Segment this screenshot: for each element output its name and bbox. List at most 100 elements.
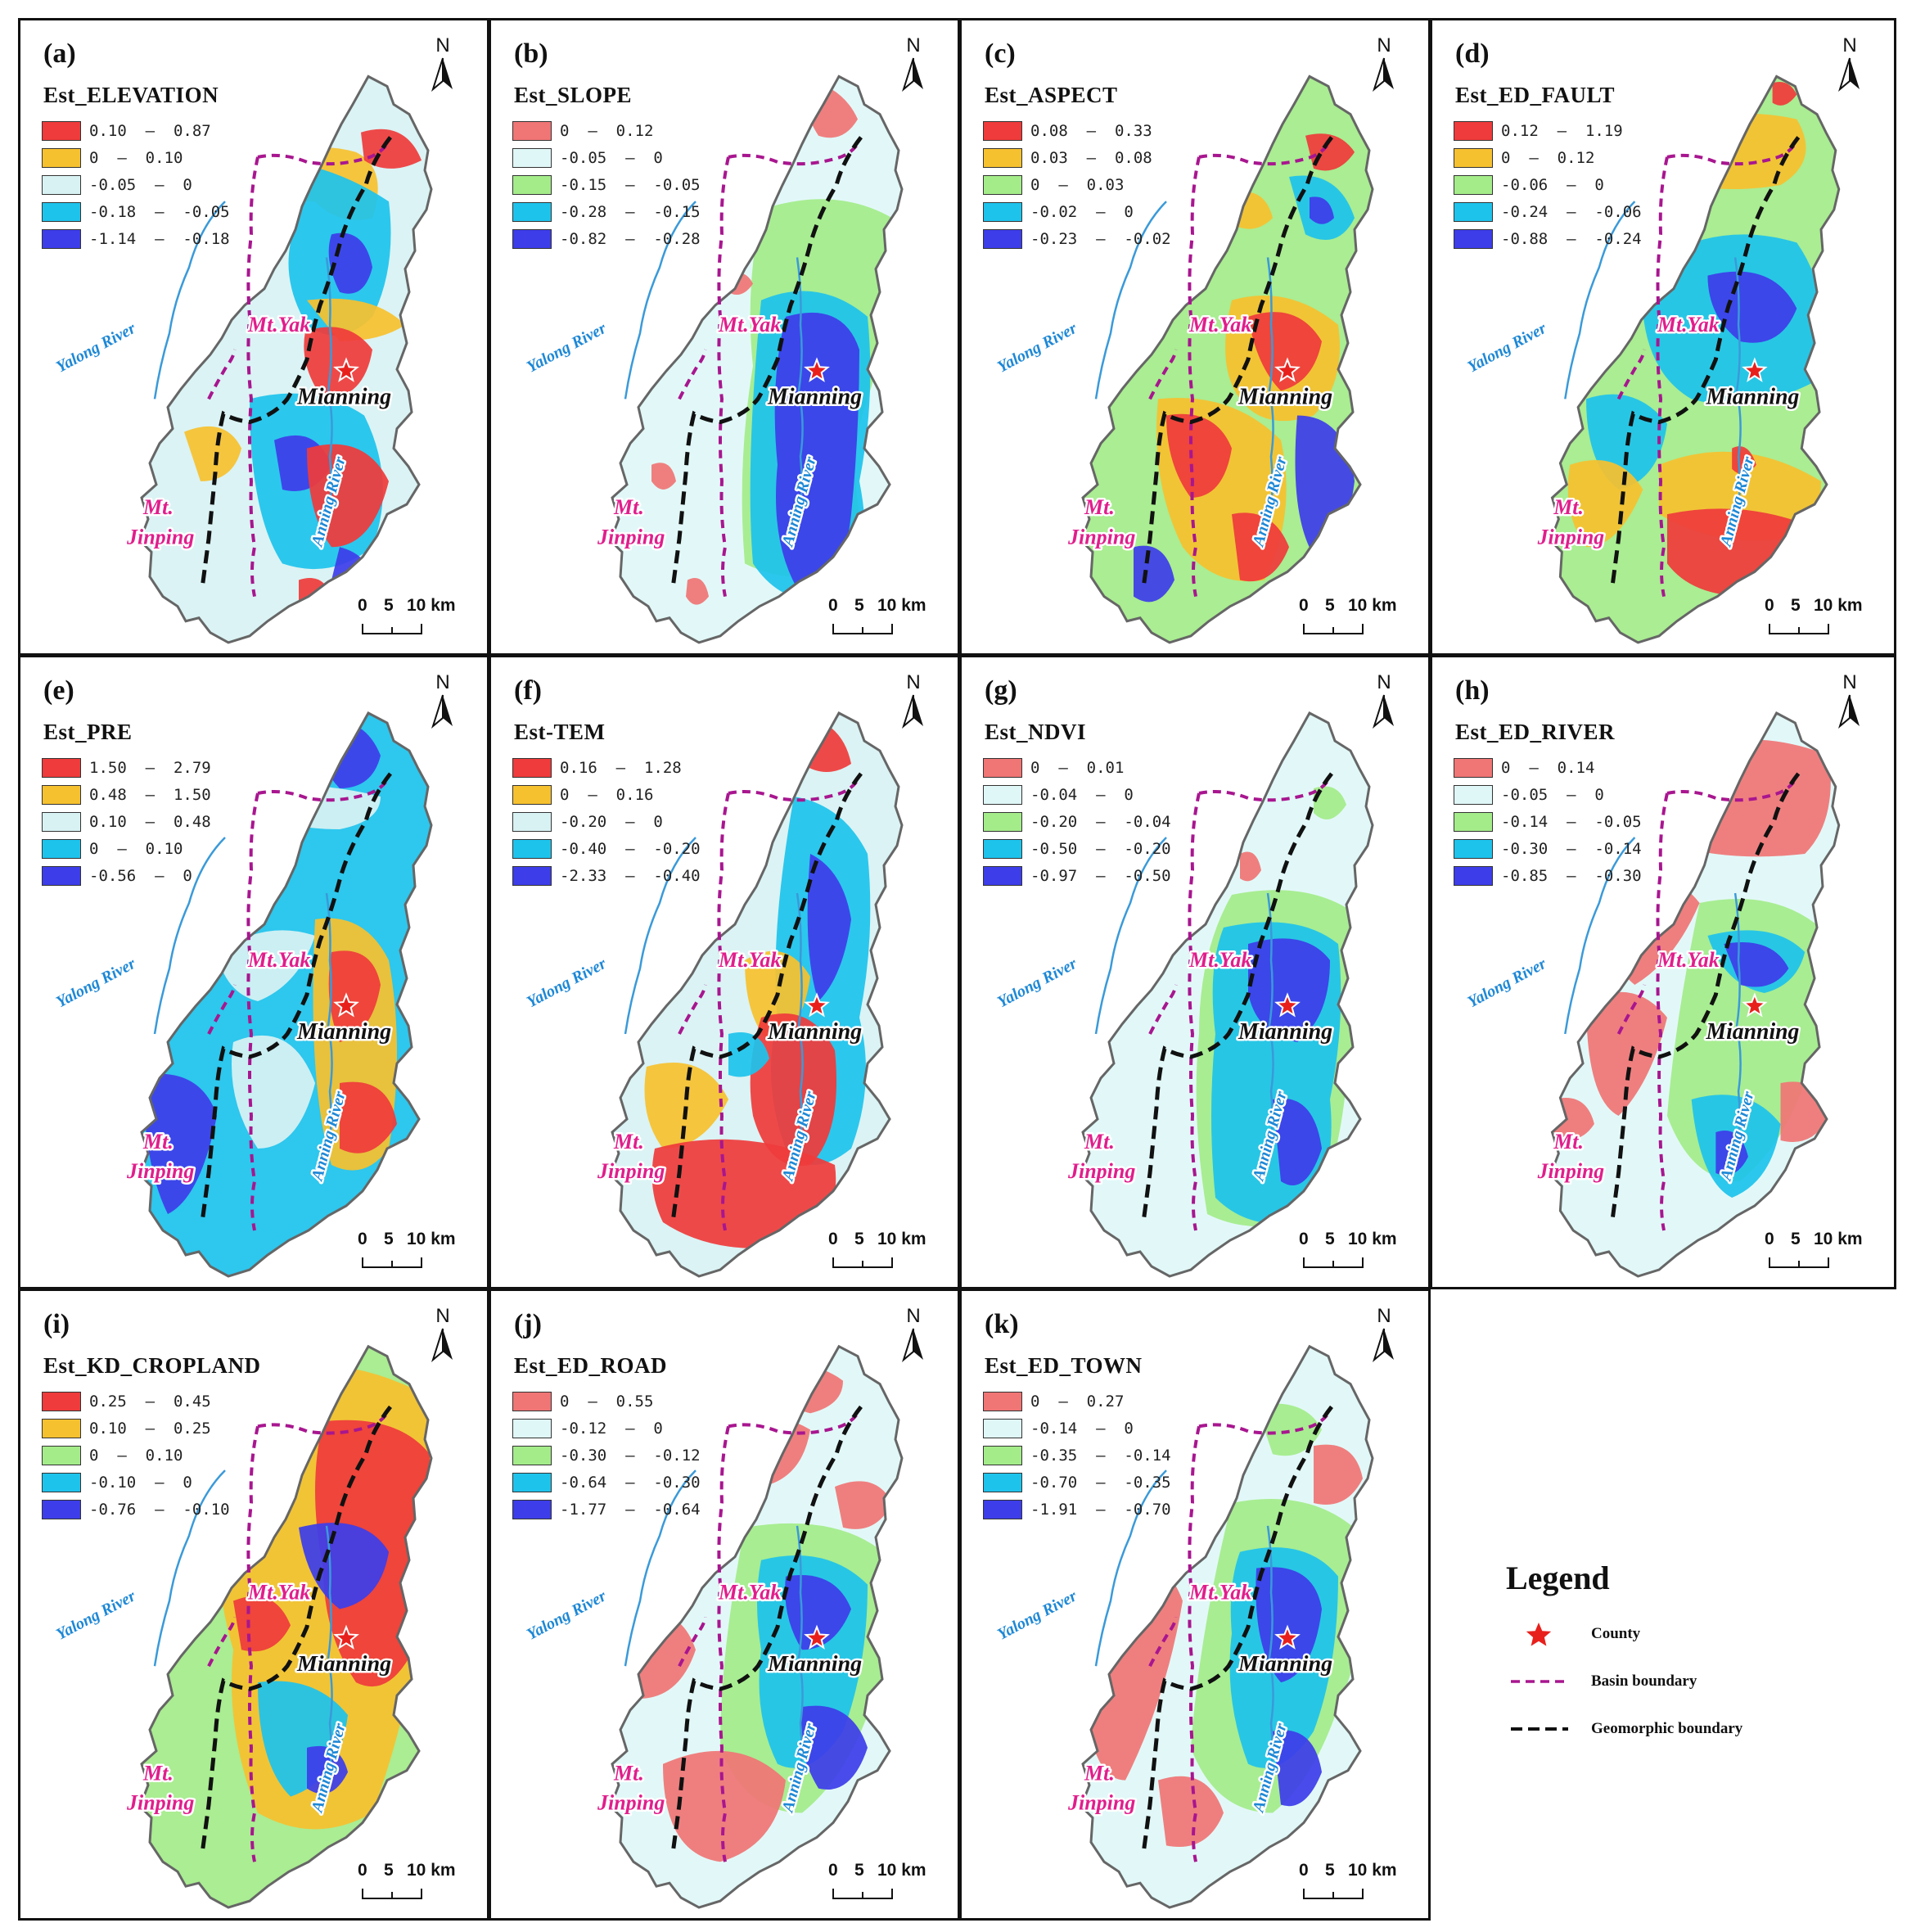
map-panel: Mt.Yak Mianning Mt. Jinping Yalong River Anni… [959,1289,1431,1921]
class-region [728,1032,769,1077]
class-legend-row: -0.85 – -0.30 [1454,862,1642,889]
mianning-label: Mianning [296,1651,391,1677]
class-swatch [983,201,1022,222]
mt-jinping-label-line1: Mt. [613,495,644,519]
mt-jinping-label-line2: Jinping [126,1159,194,1183]
class-legend-row: 0.03 – 0.08 [983,144,1171,171]
study-area-outline [609,1344,904,1909]
legend-item-geomorphic-boundary: Geomorphic boundary [1506,1714,1742,1744]
class-swatch [42,1418,81,1438]
basin-boundary-line [207,142,389,598]
class-legend-row: 0.16 – 1.28 [512,754,701,781]
north-arrow: N [1366,672,1402,734]
class-range-label: -0.02 – 0 [1030,202,1134,221]
anning-river-line [796,892,804,1158]
map-panel: Mt.Yak Mianning Mt. Jinping Yalong River Anni… [489,655,960,1289]
class-region [688,1525,720,1559]
basin-boundary-line [1148,779,1330,1231]
class-swatch [1454,120,1493,141]
geomorphic-boundary-line [670,136,863,589]
mt-jinping-label-line2: Jinping [1067,1791,1135,1815]
class-region [1653,739,1831,857]
scale-label-0: 0 [358,1230,367,1248]
legend-heading: Legend [1506,1560,1610,1596]
class-legend-row: -0.50 – -0.20 [983,835,1171,862]
scale-label-5: 5 [1791,596,1801,615]
anning-river-line [325,1525,333,1789]
scale-label-0: 0 [1299,1230,1309,1248]
legend-item-county: County [1506,1619,1640,1649]
class-legend-row: 0 – 0.12 [1454,144,1642,171]
geomorphic-boundary-line [1610,136,1801,589]
panel-letter: (j) [514,1309,542,1339]
class-region [1666,508,1821,597]
class-swatch [1454,201,1493,222]
class-legend-row: -0.02 – 0 [983,198,1171,225]
mt-yak-label: Mt.Yak [247,948,310,972]
class-region [1310,196,1334,224]
class-swatch [512,1391,552,1411]
class-legend-row: 0 – 0.55 [512,1388,701,1415]
map-panel: Mt.Yak Mianning Mt. Jinping Yalong River Anni… [489,1289,960,1921]
class-swatch [983,838,1022,859]
scale-bar: 0 5 10 km [1297,1861,1404,1902]
north-letter: N [1377,671,1391,693]
class-legend-row: -0.88 – -0.24 [1454,225,1642,252]
yalong-river-label: Yalong River [53,319,138,377]
map-panel: Mt.Yak Mianning Mt. Jinping Yalong River Anni… [18,1289,489,1921]
class-legend-row: -0.10 – 0 [42,1469,230,1496]
class-region [644,1063,728,1149]
class-region [835,1481,892,1529]
north-letter: N [1842,671,1857,693]
class-swatch [512,201,552,222]
class-legend-row: -0.28 – -0.15 [512,198,701,225]
class-swatch [983,228,1022,249]
class-region [304,327,372,399]
class-legend-row: -0.20 – -0.04 [983,808,1171,835]
north-letter: N [906,1305,921,1327]
scale-bar: 0 5 10 km [356,1861,462,1902]
class-region [217,930,315,1001]
yalong-river-label: Yalong River [994,319,1080,377]
class-range-label: 0 – 0.01 [1030,758,1125,777]
mianning-label: Mianning [767,1651,862,1677]
class-region [1134,545,1174,603]
mt-jinping-label-line2: Jinping [597,1791,665,1815]
class-legend-row: 0 – 0.16 [512,781,701,808]
class-range-label: 0 – 0.10 [89,1446,183,1465]
mt-yak-label: Mt.Yak [718,948,781,972]
class-legend: 0 – 0.14 -0.05 – 0 -0.14 – -0.05 -0.30 – -0… [1454,754,1642,889]
class-swatch [512,811,552,832]
field-title: Est_ASPECT [985,83,1118,107]
mt-jinping-label-line1: Mt. [142,495,174,519]
anning-river-line [1266,1525,1274,1789]
class-legend-row: -0.30 – -0.14 [1454,835,1642,862]
mt-jinping-label-line1: Mt. [1553,495,1583,519]
class-swatch [42,201,81,222]
north-arrow-icon [902,1328,923,1362]
basin-boundary-line [207,779,389,1231]
panel-letter: (b) [514,38,548,69]
class-swatch [512,1499,552,1519]
north-letter: N [435,34,450,56]
yalong-river-line [1564,201,1636,399]
class-region [686,577,709,605]
class-region [1256,1403,1322,1456]
class-swatch [512,1418,552,1438]
mt-jinping-label-line2: Jinping [126,1791,194,1815]
class-range-label: -0.05 – 0 [1501,785,1604,804]
class-region [1772,82,1797,106]
class-legend-row: -1.77 – -0.64 [512,1496,701,1523]
field-title: Est_KD_CROPLAND [43,1353,261,1378]
class-legend-row: -0.05 – 0 [512,144,701,171]
scale-bar-ticks [1769,624,1829,634]
class-region [184,426,241,481]
basin-boundary-line [1148,1412,1330,1862]
class-legend-row: 0.10 – 0.48 [42,808,211,835]
class-legend-row: 0 – 0.14 [1454,754,1642,781]
north-arrow: N [895,1306,931,1367]
